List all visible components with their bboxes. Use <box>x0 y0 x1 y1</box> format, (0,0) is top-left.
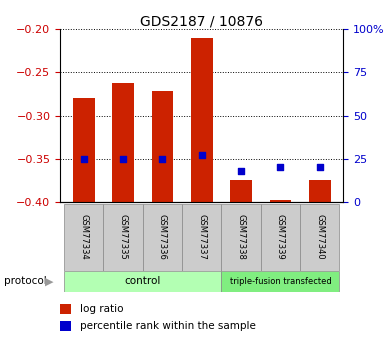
Point <box>159 156 166 161</box>
Text: log ratio: log ratio <box>80 304 123 314</box>
Bar <box>191 38 213 202</box>
Bar <box>309 180 331 202</box>
Bar <box>64 271 222 292</box>
Bar <box>60 304 71 314</box>
Text: GSM77336: GSM77336 <box>158 214 167 260</box>
Text: protocol: protocol <box>4 276 47 286</box>
Text: control: control <box>125 276 161 286</box>
Bar <box>104 204 143 271</box>
Bar <box>270 200 291 202</box>
Bar <box>143 204 182 271</box>
Bar <box>222 271 340 292</box>
Bar <box>60 321 71 331</box>
Bar <box>112 83 134 202</box>
Point <box>277 165 284 170</box>
Text: GSM77337: GSM77337 <box>197 214 206 260</box>
Text: triple-fusion transfected: triple-fusion transfected <box>230 277 331 286</box>
Text: percentile rank within the sample: percentile rank within the sample <box>80 321 256 331</box>
Bar <box>230 180 252 202</box>
Bar <box>64 204 104 271</box>
Point <box>120 156 126 161</box>
Point <box>199 152 205 158</box>
Bar <box>152 91 173 202</box>
Text: ▶: ▶ <box>45 276 53 286</box>
Bar <box>261 204 300 271</box>
Bar <box>222 204 261 271</box>
Text: GSM77340: GSM77340 <box>315 214 324 260</box>
Bar <box>73 98 95 202</box>
Text: GSM77338: GSM77338 <box>237 214 246 260</box>
Bar <box>300 204 340 271</box>
Title: GDS2187 / 10876: GDS2187 / 10876 <box>140 14 263 28</box>
Text: GSM77334: GSM77334 <box>79 214 88 260</box>
Text: GSM77335: GSM77335 <box>119 214 128 260</box>
Text: GSM77339: GSM77339 <box>276 214 285 260</box>
Point <box>238 168 244 174</box>
Point <box>317 165 323 170</box>
Bar <box>182 204 222 271</box>
Point <box>81 156 87 161</box>
